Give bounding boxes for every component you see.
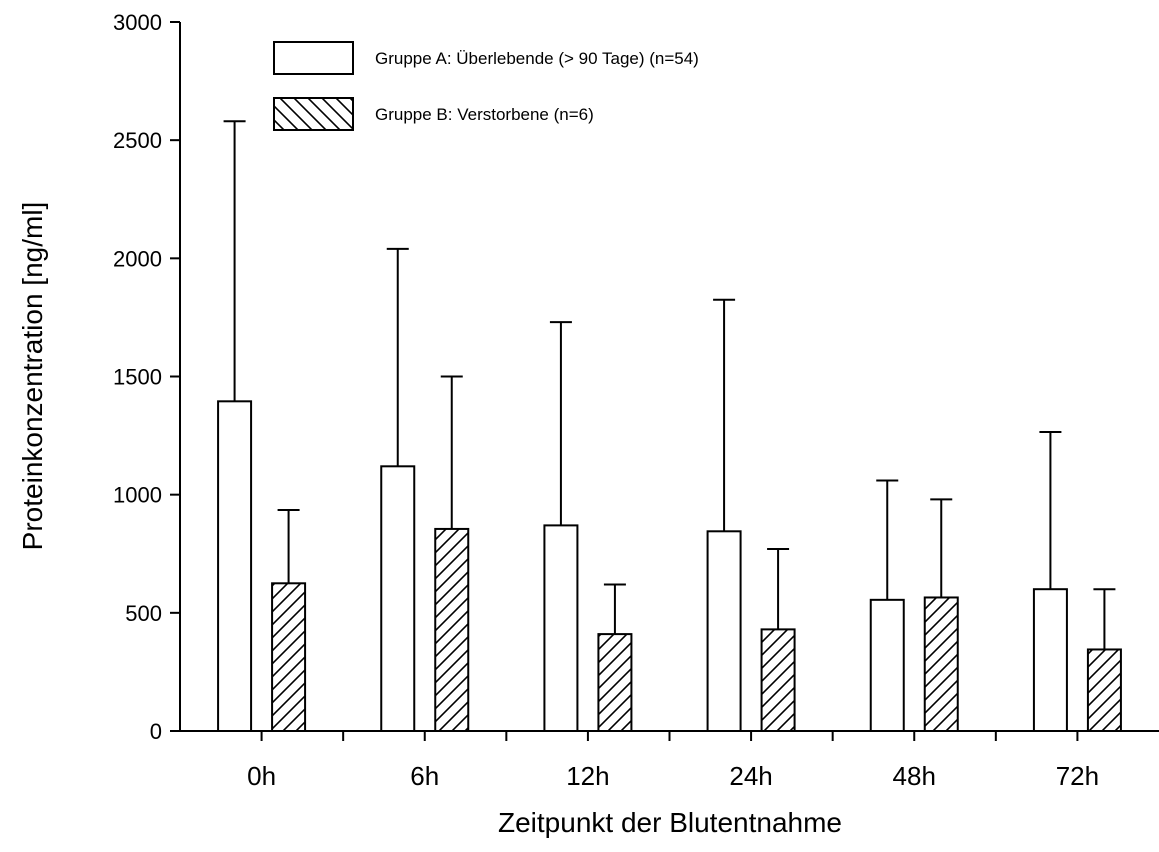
plot-area: 0 500 1000 1500 2000 2500 3000 0h 6h 12h 24h 48h 72h (113, 10, 1159, 791)
bar-group-a (543, 524, 579, 733)
legend-swatch-group-b (273, 97, 354, 131)
x-tick-label: 12h (566, 761, 609, 791)
legend-label-group-a: Gruppe A: Überlebende (> 90 Tage) (n=54) (375, 49, 699, 68)
y-tick-label: 2000 (113, 246, 162, 271)
bar-group-b (597, 633, 633, 732)
x-tick-label: 6h (410, 761, 439, 791)
y-axis-title: Proteinkonzentration [ng/ml] (17, 202, 48, 551)
x-tick-label: 24h (729, 761, 772, 791)
y-tick-label: 3000 (113, 10, 162, 35)
bar-group-b (434, 527, 470, 732)
bar-group-b (271, 582, 307, 733)
x-tick-label: 0h (247, 761, 276, 791)
x-tick-label: 48h (893, 761, 936, 791)
y-tick-label: 1000 (113, 483, 162, 508)
bar-group-b (923, 596, 959, 733)
bar-group-a (217, 400, 253, 732)
y-tick-label: 0 (150, 719, 162, 744)
y-tick-label: 1500 (113, 365, 162, 390)
legend: Gruppe A: Überlebende (> 90 Tage) (n=54)… (273, 41, 699, 131)
x-tick-label: 72h (1056, 761, 1099, 791)
bar-group-b (1086, 648, 1122, 733)
y-tick-label: 2500 (113, 128, 162, 153)
bar-group-a (869, 598, 905, 733)
y-tick-label: 500 (125, 601, 162, 626)
bar-group-a (380, 465, 416, 732)
bar-group-a (1032, 588, 1068, 733)
bar-group-a (706, 530, 742, 732)
legend-label-group-b: Gruppe B: Verstorbene (n=6) (375, 105, 594, 124)
bar-group-b (760, 628, 796, 732)
legend-swatch-group-a (273, 41, 354, 75)
x-axis-title: Zeitpunkt der Blutentnahme (498, 807, 842, 838)
